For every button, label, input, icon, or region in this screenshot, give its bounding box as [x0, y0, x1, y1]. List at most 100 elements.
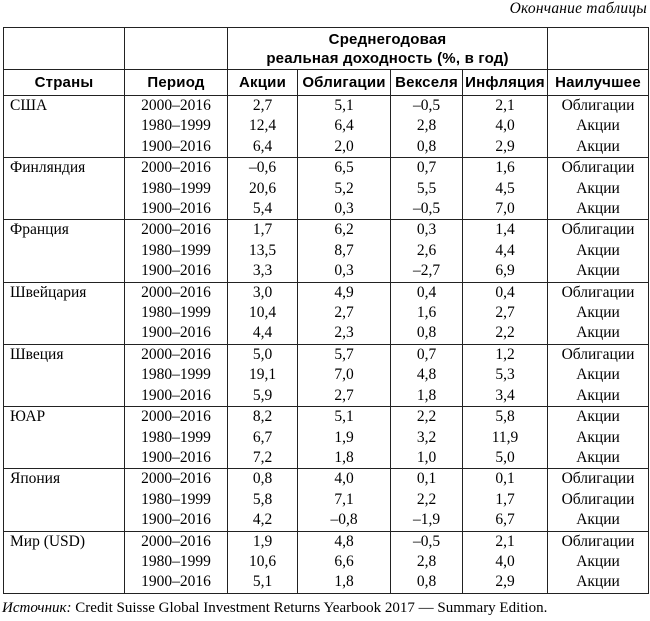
table-header: Среднегодовая реальная доходность (%, в …	[3, 27, 649, 96]
value-cell: 2,8	[390, 116, 463, 137]
value-cell: 0,4	[462, 282, 548, 304]
value-cell: 3,4	[462, 385, 548, 407]
source-prefix: Источник:	[2, 600, 72, 616]
column-header-bonds: Облигации	[297, 69, 391, 96]
country-group: Швеция 2000–2016 5,0 5,7 0,7 1,2 Облигации 1980…	[3, 344, 649, 407]
value-cell: 5,1	[227, 572, 298, 594]
table-row: Финляндия 2000–2016 –0,6 6,5 0,7 1,6 Облигации	[3, 157, 649, 220]
value-cell: 0,8	[390, 136, 463, 158]
value-cell: 5,1	[297, 95, 391, 117]
country-cell: Мир (USD)	[3, 531, 125, 594]
country-cell: США	[3, 95, 125, 158]
best-cell: Акции	[547, 365, 649, 386]
value-cell: 8,2	[227, 406, 298, 428]
country-cell: Финляндия	[3, 157, 125, 220]
value-cell: 6,7	[462, 510, 548, 532]
best-cell: Облигации	[547, 95, 649, 117]
value-cell: 1,8	[297, 447, 391, 469]
value-cell: 2,3	[297, 323, 391, 345]
empty-header-cell-countries	[3, 27, 125, 70]
value-cell: 6,7	[227, 427, 298, 448]
value-cell: 3,0	[227, 282, 298, 304]
value-cell: 2,7	[227, 95, 298, 117]
table-row: 1900–2016 5,1 1,8 0,8 2,9 Акции	[4, 572, 649, 594]
span-header-line2: реальная доходность (%, в год)	[266, 49, 509, 67]
value-cell: –0,5	[390, 531, 463, 552]
value-cell: 0,8	[227, 468, 298, 490]
value-cell: 0,3	[297, 261, 391, 283]
value-cell: 19,1	[227, 365, 298, 386]
country-cell: Швеция	[3, 344, 125, 407]
best-cell: Облигации	[547, 157, 649, 179]
table-row: 1980–1999 12,4 6,4 2,8 4,0 Акции	[4, 116, 649, 137]
country-group: США 2000–2016 2,7 5,1 –0,5 2,1 Облигации 1980–1…	[3, 95, 649, 158]
period-cell: 2000–2016	[124, 468, 228, 490]
value-cell: 0,3	[390, 219, 463, 241]
period-cell: 1980–1999	[124, 489, 228, 511]
period-cell: 1980–1999	[124, 365, 228, 386]
returns-table: Среднегодовая реальная доходность (%, в …	[3, 27, 649, 594]
best-cell: Акции	[547, 303, 649, 324]
period-cell: 1980–1999	[124, 116, 228, 137]
value-cell: 10,6	[227, 551, 298, 573]
best-cell: Акции	[547, 261, 649, 283]
period-cell: 2000–2016	[124, 219, 228, 241]
best-cell: Акции	[547, 572, 649, 594]
table-row: ЮАР 2000–2016 8,2 5,1 2,2 5,8 Акции	[3, 406, 649, 469]
empty-header-cell-best	[547, 27, 649, 70]
value-cell: 2,1	[462, 95, 548, 117]
table-row: 1980–1999 13,5 8,7 2,6 4,4 Акции	[4, 240, 649, 262]
table-row: Япония 2000–2016 0,8 4,0 0,1 0,1 Облигации	[3, 468, 649, 532]
period-cell: 1900–2016	[124, 323, 228, 345]
value-cell: 7,1	[297, 489, 391, 511]
value-cell: 6,4	[227, 136, 298, 158]
period-cell: 1900–2016	[124, 261, 228, 283]
table-row: 1980–1999 10,6 6,6 2,8 4,0 Акции	[4, 551, 649, 573]
value-cell: 1,6	[462, 157, 548, 179]
value-cell: 2,7	[297, 303, 391, 324]
period-cell: 1980–1999	[124, 240, 228, 262]
value-cell: 0,4	[390, 282, 463, 304]
best-cell: Акции	[547, 178, 649, 200]
period-cell: 2000–2016	[124, 282, 228, 304]
table-row: Франция 2000–2016 1,7 6,2 0,3 1,4 Облигации	[3, 219, 649, 283]
table-row: Мир (USD) 2000–2016 1,9 4,8 –0,5 2,1 Облигации	[3, 531, 649, 594]
value-cell: 2,7	[462, 303, 548, 324]
table-row: 1980–1999 19,1 7,0 4,8 5,3 Акции	[4, 365, 649, 386]
period-cell: 1980–1999	[124, 303, 228, 324]
best-cell: Акции	[547, 385, 649, 407]
country-cell: Швейцария	[3, 282, 125, 345]
country-group: Мир (USD) 2000–2016 1,9 4,8 –0,5 2,1 Облигации…	[3, 531, 649, 594]
table-row: 1900–2016 5,9 2,7 1,8 3,4 Акции	[4, 385, 649, 407]
value-cell: 2,6	[390, 240, 463, 262]
value-cell: 1,9	[227, 531, 298, 552]
value-cell: 5,5	[390, 178, 463, 200]
table-row: 1980–1999 5,8 7,1 2,2 1,7 Облигации	[4, 489, 649, 511]
table-row: 1900–2016 4,4 2,3 0,8 2,2 Акции	[4, 323, 649, 345]
best-cell: Акции	[547, 427, 649, 448]
value-cell: 2,9	[462, 572, 548, 594]
value-cell: 2,2	[390, 406, 463, 428]
value-cell: 1,7	[462, 489, 548, 511]
period-cell: 1980–1999	[124, 178, 228, 200]
country-group: ЮАР 2000–2016 8,2 5,1 2,2 5,8 Акции 1980–1999 6,…	[3, 406, 649, 469]
value-cell: –0,6	[227, 157, 298, 179]
country-group: Япония 2000–2016 0,8 4,0 0,1 0,1 Облигации 1980…	[3, 468, 649, 532]
value-cell: 0,8	[390, 572, 463, 594]
country-cell: Япония	[3, 468, 125, 532]
value-cell: 11,9	[462, 427, 548, 448]
value-cell: 2,9	[462, 136, 548, 158]
column-header-bills: Векселя	[390, 69, 463, 96]
best-cell: Облигации	[547, 489, 649, 511]
value-cell: 3,3	[227, 261, 298, 283]
period-cell: 1980–1999	[124, 551, 228, 573]
column-header-best: Наилучшее	[547, 69, 649, 96]
value-cell: 6,6	[297, 551, 391, 573]
span-header-line1: Среднегодовая	[328, 30, 447, 48]
best-cell: Облигации	[547, 344, 649, 366]
table-row: 1980–1999 10,4 2,7 1,6 2,7 Акции	[4, 303, 649, 324]
value-cell: 5,9	[227, 385, 298, 407]
value-cell: 3,2	[390, 427, 463, 448]
period-cell: 2000–2016	[124, 157, 228, 179]
value-cell: 2,1	[462, 531, 548, 552]
